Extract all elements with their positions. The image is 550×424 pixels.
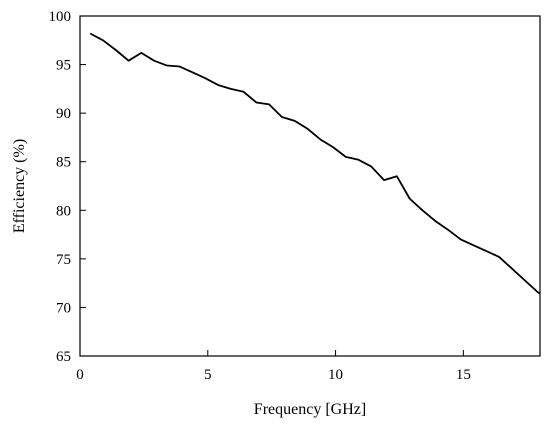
x-tick-label: 10 xyxy=(328,367,343,383)
y-tick-label: 90 xyxy=(56,106,71,122)
y-tick-label: 100 xyxy=(49,9,72,25)
y-tick-label: 75 xyxy=(56,252,71,268)
plot-frame xyxy=(79,15,541,357)
y-tick-label: 70 xyxy=(56,300,71,316)
x-tick-label: 15 xyxy=(456,367,471,383)
x-tick-label: 0 xyxy=(76,367,84,383)
y-axis-ticks: 65 70 75 80 85 90 95 100 xyxy=(49,9,86,365)
y-tick-label: 85 xyxy=(56,155,71,171)
y-tick-label: 80 xyxy=(56,203,71,219)
series-layer xyxy=(89,32,541,295)
x-tick-label: 5 xyxy=(204,367,212,383)
efficiency-series-line xyxy=(89,32,541,295)
y-axis-title: Efficiency (%) xyxy=(11,139,28,233)
x-axis-ticks: 0 5 10 15 xyxy=(76,350,471,383)
x-axis-title: Frequency [GHz] xyxy=(254,401,366,418)
y-tick-label: 65 xyxy=(56,349,71,365)
y-tick-label: 95 xyxy=(56,58,71,74)
